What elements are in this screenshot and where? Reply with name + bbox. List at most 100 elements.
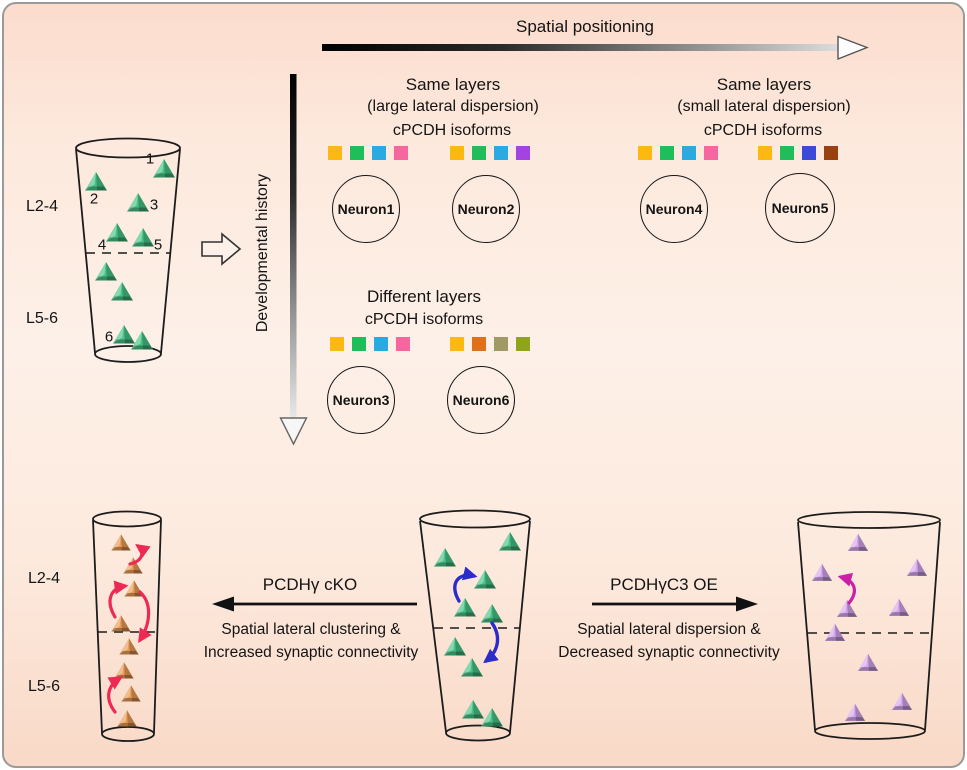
neuron-number-3: 3: [149, 196, 159, 214]
neuron-number-2: 2: [89, 190, 99, 208]
cko-effect-line1: Spatial lateral clustering &: [221, 621, 401, 638]
neuron5-label: Neuron5: [771, 200, 829, 216]
neuron4-label: Neuron4: [645, 201, 703, 217]
neuron-number-6: 6: [104, 328, 114, 346]
green-neuron-triangles: [434, 532, 521, 727]
neuron-triangle: [434, 548, 456, 567]
neuron-triangle: [857, 653, 879, 671]
neuron-number-4: 4: [97, 236, 107, 254]
isoform-square: [824, 146, 838, 160]
cko-direction-arrow-icon: [212, 596, 417, 612]
isoform-row-neuron3: [330, 337, 410, 351]
oe-direction-arrow-icon: [592, 596, 758, 612]
neuron-triangle: [844, 703, 866, 721]
neuron-triangle: [836, 599, 858, 617]
isoform-label-different: cPCDH isoforms: [364, 311, 484, 328]
group-title-same-small: Same layers: [716, 75, 812, 94]
layer-label-upper: L2-4: [25, 198, 59, 215]
neuron-triangle: [811, 563, 833, 581]
isoform-row-neuron1: [328, 146, 408, 160]
right-step-arrow-icon: [201, 232, 242, 266]
neuron-triangle: [106, 223, 128, 242]
group-title-same-large: Same layers: [405, 75, 501, 94]
neuron-triangle: [906, 558, 928, 576]
neuron-triangle: [481, 708, 503, 727]
isoform-row-neuron5: [758, 146, 838, 160]
neuron-triangle: [119, 638, 139, 655]
isoform-row-neuron2: [450, 146, 530, 160]
group-title-different: Different layers: [366, 287, 482, 306]
isoform-square: [516, 146, 530, 160]
neuron-triangle: [891, 692, 913, 710]
neuron-triangle: [474, 570, 496, 589]
group-subtitle-same-large: (large lateral dispersion): [367, 98, 539, 115]
neuron-triangle: [85, 172, 107, 191]
isoform-square: [638, 146, 652, 160]
isoform-square: [704, 146, 718, 160]
developmental-history-arrow-icon: [279, 74, 308, 446]
isoform-square: [758, 146, 772, 160]
oe-effect-line1: Spatial lateral dispersion &: [577, 621, 761, 638]
isoform-square: [450, 337, 464, 351]
neuron-triangle: [111, 534, 131, 551]
isoform-square: [472, 337, 486, 351]
isoform-square: [374, 337, 388, 351]
clustering-arrows: [107, 543, 152, 714]
oe-effect-line2: Decreased synaptic connectivity: [558, 644, 780, 661]
isoform-square: [516, 337, 530, 351]
cko-label: PCDHγ cKO: [262, 575, 358, 594]
neuron4-circle: Neuron4: [640, 175, 708, 243]
isoform-square: [396, 337, 410, 351]
neuron-triangle: [113, 325, 135, 344]
group-subtitle-same-small: (small lateral dispersion): [677, 98, 851, 115]
isoform-label-same-large: cPCDH isoforms: [392, 122, 512, 139]
neuron5-circle: Neuron5: [765, 173, 835, 243]
cko-effect-line2: Increased synaptic connectivity: [203, 644, 419, 661]
neuron-triangle: [847, 533, 869, 551]
neuron3-label: Neuron3: [332, 392, 390, 408]
isoform-square: [330, 337, 344, 351]
neuron-triangle: [121, 685, 141, 702]
isoform-square: [352, 337, 366, 351]
oe-label: PCDHγC3 OE: [610, 575, 718, 594]
neuron-number-5: 5: [153, 236, 163, 254]
neuron3-circle: Neuron3: [327, 366, 395, 434]
isoform-square: [472, 146, 486, 160]
neuron-triangle: [132, 228, 154, 247]
neuron-triangle: [888, 598, 910, 616]
cortex-column: [75, 137, 181, 363]
spatial-axis-label: Spatial positioning: [516, 17, 654, 36]
isoform-square: [660, 146, 674, 160]
oe-column: [797, 511, 941, 740]
neuron-triangle: [111, 282, 133, 301]
isoform-square: [328, 146, 342, 160]
neuron-number-1: 1: [145, 150, 155, 168]
cko-column: [92, 510, 162, 742]
dispersion-arrow: [837, 572, 856, 605]
neuron-triangle: [117, 710, 137, 727]
wildtype-column: [419, 509, 531, 742]
neuron-triangle: [131, 331, 153, 350]
neuron6-circle: Neuron6: [447, 366, 515, 434]
neuron-triangle: [444, 637, 466, 656]
orange-neuron-triangles: [111, 534, 144, 727]
bottom-layer-label-upper: L2-4: [27, 570, 61, 587]
neuron6-label: Neuron6: [452, 392, 510, 408]
isoform-square: [350, 146, 364, 160]
isoform-square: [372, 146, 386, 160]
spatial-positioning-arrow-icon: [322, 35, 869, 61]
neuron1-circle: Neuron1: [332, 175, 400, 243]
isoform-square: [494, 146, 508, 160]
layer-label-lower: L5-6: [25, 310, 59, 327]
isoform-square: [682, 146, 696, 160]
isoform-row-neuron6: [450, 337, 530, 351]
neuron-triangle: [461, 658, 483, 677]
isoform-square: [450, 146, 464, 160]
neuron-triangle: [95, 262, 117, 281]
isoform-label-same-small: cPCDH isoforms: [703, 122, 823, 139]
neuron2-label: Neuron2: [457, 201, 515, 217]
purple-neuron-triangles: [811, 533, 928, 721]
neuron-triangle: [153, 159, 175, 178]
